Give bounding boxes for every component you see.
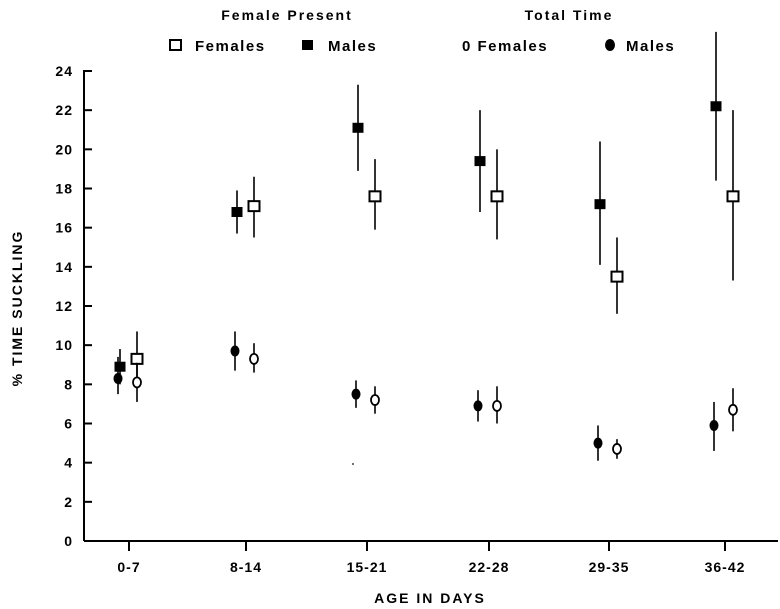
y-tick-label: 14	[55, 259, 73, 275]
point-filled-circle	[709, 419, 719, 431]
y-axis-title: % TIME SUCKLING	[9, 230, 25, 387]
point-open-circle	[132, 376, 142, 389]
series-filled-circle	[113, 331, 719, 461]
stray-dot	[352, 463, 354, 465]
point-filled-square	[594, 199, 606, 210]
point-filled-square	[352, 122, 364, 133]
point-filled-square	[710, 101, 722, 112]
point-filled-circle	[593, 437, 603, 449]
point-open-circle	[370, 394, 380, 406]
legend-marker-filled-square	[302, 40, 313, 50]
data-marks	[113, 31, 740, 461]
legend-marker-filled-circle	[605, 39, 615, 51]
x-tick-label: 36-42	[705, 559, 746, 575]
legend: Female Present Total Time Females Males …	[169, 7, 675, 55]
point-filled-circle	[473, 400, 483, 412]
y-tick-label: 18	[55, 181, 73, 197]
x-tick-label: 0-7	[117, 559, 140, 575]
y-tick-label: 24	[55, 63, 73, 79]
x-tick-label: 29-35	[589, 559, 630, 575]
point-filled-circle	[351, 388, 361, 400]
point-open-square	[247, 200, 261, 213]
point-filled-square	[231, 207, 243, 217]
legend-marker-open-square	[169, 39, 182, 51]
point-open-circle	[612, 443, 622, 455]
y-tick-label: 20	[55, 141, 73, 157]
legend-group-title-female-present: Female Present	[221, 7, 353, 23]
y-tick-label: 12	[55, 298, 73, 314]
legend-label-males-total-time: Males	[626, 38, 675, 55]
legend-group-title-total-time: Total Time	[525, 7, 614, 23]
y-tick-label: 16	[55, 220, 73, 236]
x-tick-label: 15-21	[347, 559, 388, 575]
legend-label-males-female-present: Males	[328, 38, 377, 55]
series-filled-square	[114, 31, 722, 385]
y-tick-label: 2	[64, 494, 73, 510]
point-filled-square	[474, 156, 486, 167]
point-open-square	[610, 270, 624, 283]
point-open-circle	[492, 399, 502, 412]
point-open-square	[490, 190, 504, 203]
point-filled-circle	[230, 345, 240, 357]
point-open-circle	[249, 352, 259, 365]
series-open-square	[130, 110, 740, 385]
x-tick-label: 8-14	[230, 559, 262, 575]
series-open-circle	[132, 343, 738, 459]
point-filled-square	[114, 361, 126, 372]
legend-label-females: Females	[195, 38, 266, 55]
y-tick-label: 10	[55, 337, 73, 353]
x-tick-label: 22-28	[469, 559, 510, 575]
y-tick-label: 6	[64, 416, 73, 432]
y-tick-label: 4	[64, 455, 73, 471]
legend-label-0-females: 0 Females	[462, 38, 548, 55]
y-tick-label: 8	[64, 376, 73, 392]
point-open-square	[368, 190, 382, 203]
point-open-square	[130, 352, 144, 365]
point-filled-circle	[113, 372, 123, 384]
y-tick-label: 0	[64, 533, 73, 549]
y-tick-label: 22	[55, 102, 73, 118]
x-axis-title: AGE IN DAYS	[374, 590, 486, 606]
point-open-circle	[728, 403, 738, 416]
point-open-square	[726, 190, 740, 203]
